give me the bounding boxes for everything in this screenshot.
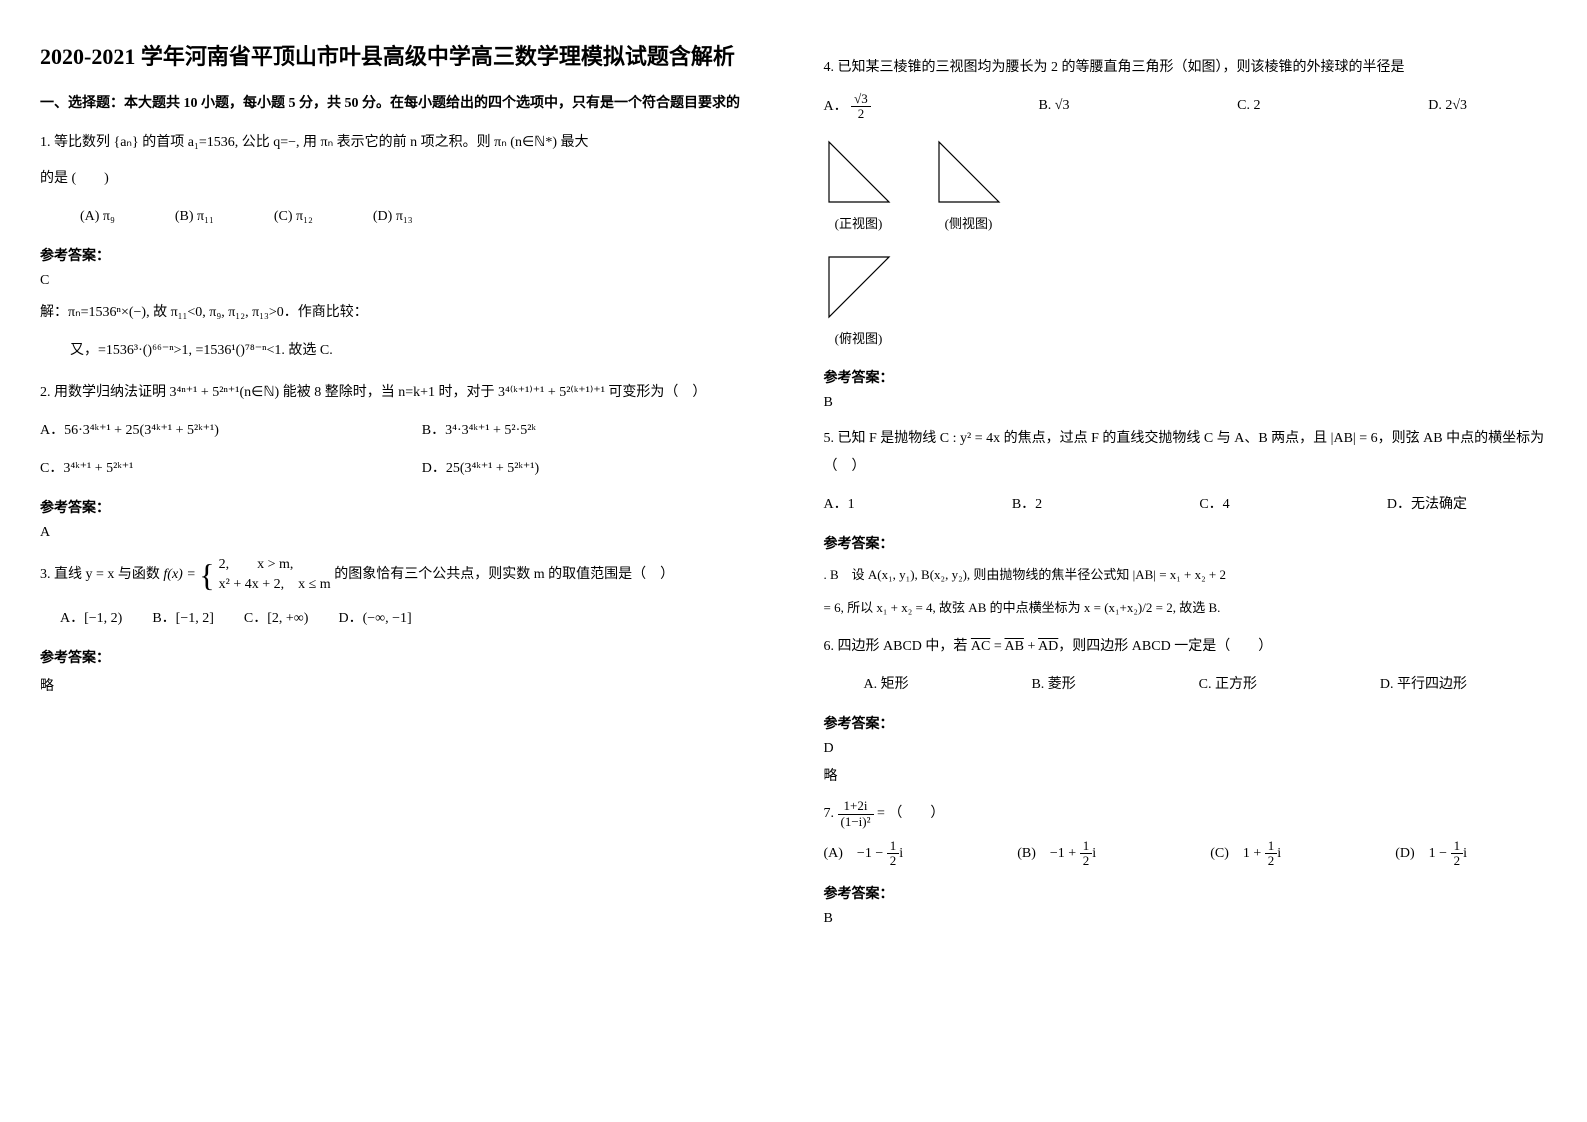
section-header: 一、选择题：本大题共 10 小题，每小题 5 分，共 50 分。在每小题给出的四… xyxy=(40,93,764,115)
q7-option-b: (B) −1 + 12i xyxy=(1017,839,1096,869)
q3-option-c: C．[2, +∞) xyxy=(244,605,309,633)
question-3: 3. 直线 y = x 与函数 f(x) = { 2, x > m, x² + … xyxy=(40,555,764,632)
q1-option-b: (B) π₁₁ xyxy=(175,203,214,231)
side-view-triangle-icon xyxy=(934,137,1004,207)
answer-label: 参考答案： xyxy=(824,883,1548,903)
front-view-triangle-icon xyxy=(824,137,894,207)
q6-option-d: D. 平行四边形 xyxy=(1380,671,1467,699)
q3-text-pre: 3. 直线 y = x 与函数 xyxy=(40,567,163,582)
q7-option-c: (C) 1 + 12i xyxy=(1210,839,1281,869)
q1-option-a: (A) π₉ xyxy=(80,203,115,231)
views-row-1: (正视图) (侧视图) xyxy=(824,137,1548,237)
q2-option-a: A．56·3⁴ᵏ⁺¹ + 25(3⁴ᵏ⁺¹ + 5²ᵏ⁺¹) xyxy=(40,417,382,445)
q4-option-c: C. 2 xyxy=(1237,92,1260,122)
q4-text: 4. 已知某三棱锥的三视图均为腰长为 2 的等腰直角三角形（如图），则该棱锥的外… xyxy=(824,54,1548,82)
q6-option-c: C. 正方形 xyxy=(1199,671,1257,699)
answer-label: 参考答案： xyxy=(824,367,1548,387)
page-title: 2020-2021 学年河南省平顶山市叶县高级中学高三数学理模拟试题含解析 xyxy=(40,40,764,73)
q3-option-a: A．[−1, 2) xyxy=(60,605,122,633)
q1-option-d: (D) π₁₃ xyxy=(373,203,413,231)
q3-fx: f(x) = xyxy=(163,567,195,582)
q1-text-pre: 1. 等比数列 {aₙ} 的首项 a₁=1536, 公比 q=−, 用 πₙ 表… xyxy=(40,129,764,157)
answer-label: 参考答案： xyxy=(824,533,1548,553)
q1-option-c: (C) π₁₂ xyxy=(274,203,313,231)
q3-answer: 略 xyxy=(40,675,764,695)
q6-option-a: A. 矩形 xyxy=(864,671,909,699)
answer-label: 参考答案： xyxy=(40,245,764,265)
q4-option-b: B. √3 xyxy=(1038,92,1069,122)
left-brace-icon: { xyxy=(199,559,214,591)
q5-solution-2: = 6, 所以 x₁ + x₂ = 4, 故弦 AB 的中点横坐标为 x = (… xyxy=(824,596,1548,619)
question-2: 2. 用数学归纳法证明 3⁴ⁿ⁺¹ + 5²ⁿ⁺¹(n∈ℕ) 能被 8 整除时，… xyxy=(40,379,764,483)
q7-text-post: （ ） xyxy=(888,806,944,821)
question-5: 5. 已知 F 是抛物线 C : y² = 4x 的焦点，过点 F 的直线交抛物… xyxy=(824,425,1548,519)
q2-option-d: D．25(3⁴ᵏ⁺¹ + 5²ᵏ⁺¹) xyxy=(422,455,764,483)
q4-option-d: D. 2√3 xyxy=(1428,92,1467,122)
q7-option-d: (D) 1 − 12i xyxy=(1395,839,1467,869)
q6-solution: 略 xyxy=(824,765,1548,785)
q4-answer: B xyxy=(824,395,1548,411)
q7-text-pre: 7. xyxy=(824,806,838,821)
views-row-2: (俯视图) xyxy=(824,252,1548,352)
top-view-caption: (俯视图) xyxy=(824,326,894,352)
answer-label: 参考答案： xyxy=(40,647,764,667)
q7-equals: = xyxy=(877,806,888,821)
q3-piecewise: { 2, x > m, x² + 4x + 2, x ≤ m xyxy=(199,555,330,594)
q1-solution-1: 解：πₙ=1536ⁿ×(−), 故 π₁₁<0, π₉, π₁₂, π₁₃>0．… xyxy=(40,299,764,327)
q6-text: 6. 四边形 ABCD 中，若 AC = AB + AD，则四边形 ABCD 一… xyxy=(824,633,1548,661)
side-view-caption: (侧视图) xyxy=(934,211,1004,237)
q5-option-b: B．2 xyxy=(1012,491,1042,519)
q3-row1: 2, x > m, xyxy=(219,555,331,575)
q2-option-c: C．3⁴ᵏ⁺¹ + 5²ᵏ⁺¹ xyxy=(40,455,382,483)
q6-option-b: B. 菱形 xyxy=(1031,671,1075,699)
q3-text-post: 的图象恰有三个公共点，则实数 m 的取值范围是（ ） xyxy=(334,567,674,582)
q6-answer: D xyxy=(824,741,1548,757)
q4-option-a: A． √32 xyxy=(824,92,871,122)
q5-option-a: A．1 xyxy=(824,491,855,519)
q5-text: 5. 已知 F 是抛物线 C : y² = 4x 的焦点，过点 F 的直线交抛物… xyxy=(824,425,1548,481)
question-6: 6. 四边形 ABCD 中，若 AC = AB + AD，则四边形 ABCD 一… xyxy=(824,633,1548,699)
q3-option-b: B．[−1, 2] xyxy=(152,605,214,633)
question-1: 1. 等比数列 {aₙ} 的首项 a₁=1536, 公比 q=−, 用 πₙ 表… xyxy=(40,129,764,231)
question-7: 7. 1+2i(1−i)² = （ ） (A) −1 − 12i (B) −1 … xyxy=(824,799,1548,868)
q5-option-d: D．无法确定 xyxy=(1387,491,1467,519)
q7-option-a: (A) −1 − 12i xyxy=(824,839,904,869)
top-view-triangle-icon xyxy=(824,252,894,322)
q2-text: 2. 用数学归纳法证明 3⁴ⁿ⁺¹ + 5²ⁿ⁺¹(n∈ℕ) 能被 8 整除时，… xyxy=(40,379,764,407)
q2-answer: A xyxy=(40,525,764,541)
q7-fraction: 1+2i(1−i)² xyxy=(838,799,874,829)
q5-option-c: C．4 xyxy=(1199,491,1229,519)
q7-answer: B xyxy=(824,911,1548,927)
q3-option-d: D．(−∞, −1] xyxy=(338,605,411,633)
answer-label: 参考答案： xyxy=(824,713,1548,733)
q2-option-b: B．3⁴·3⁴ᵏ⁺¹ + 5²·5²ᵏ xyxy=(422,417,764,445)
q1-solution-2: 又，=1536³·()⁶⁶⁻ⁿ>1, =1536¹()⁷⁸⁻ⁿ<1. 故选 C. xyxy=(70,337,764,365)
q1-answer: C xyxy=(40,273,764,289)
answer-label: 参考答案： xyxy=(40,497,764,517)
front-view-caption: (正视图) xyxy=(824,211,894,237)
question-4: 4. 已知某三棱锥的三视图均为腰长为 2 的等腰直角三角形（如图），则该棱锥的外… xyxy=(824,54,1548,352)
q3-row2: x² + 4x + 2, x ≤ m xyxy=(219,575,331,595)
q5-solution-1: . B 设 A(x₁, y₁), B(x₂, y₂), 则由抛物线的焦半径公式知… xyxy=(824,563,1548,586)
q1-text-post: 的是 ( ) xyxy=(40,165,764,193)
